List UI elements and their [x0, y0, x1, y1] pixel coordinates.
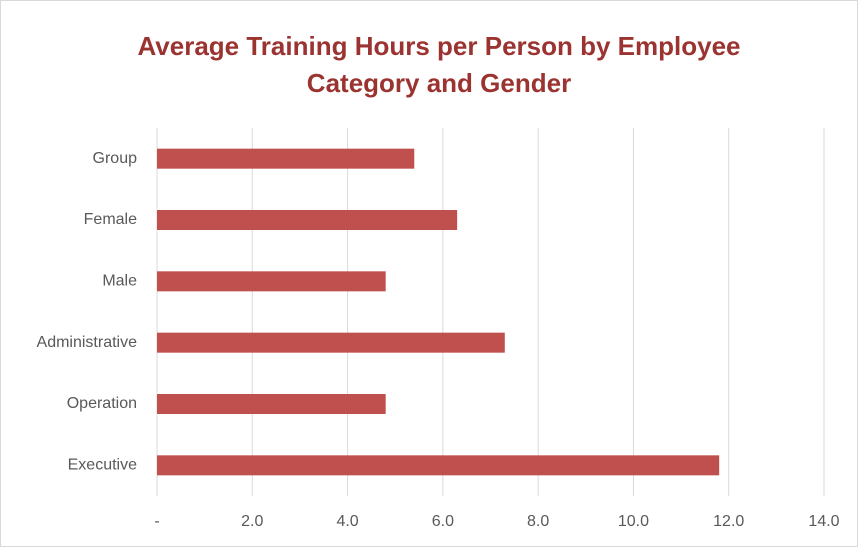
bar [157, 332, 505, 353]
chart-title: Average Training Hours per Person by Emp… [137, 31, 741, 98]
bar [157, 148, 415, 169]
bar [157, 271, 386, 292]
x-tick-label: 4.0 [336, 513, 358, 530]
x-tick-label: 2.0 [241, 513, 263, 530]
y-tick-label: Female [84, 211, 137, 228]
bar [157, 210, 458, 230]
y-tick-label: Administrative [37, 334, 138, 351]
x-tick-label: 6.0 [432, 513, 454, 530]
bar [157, 455, 720, 476]
x-tick-label: - [154, 513, 159, 530]
y-tick-label: Group [93, 150, 138, 167]
x-tick-label: 8.0 [527, 513, 549, 530]
y-tick-label: Male [102, 273, 137, 290]
x-tick-label: 14.0 [808, 513, 839, 530]
y-tick-label: Executive [68, 457, 137, 474]
bar [157, 394, 386, 414]
x-tick-label: 12.0 [713, 513, 744, 530]
y-tick-label: Operation [67, 395, 137, 412]
x-tick-label: 10.0 [618, 513, 649, 530]
